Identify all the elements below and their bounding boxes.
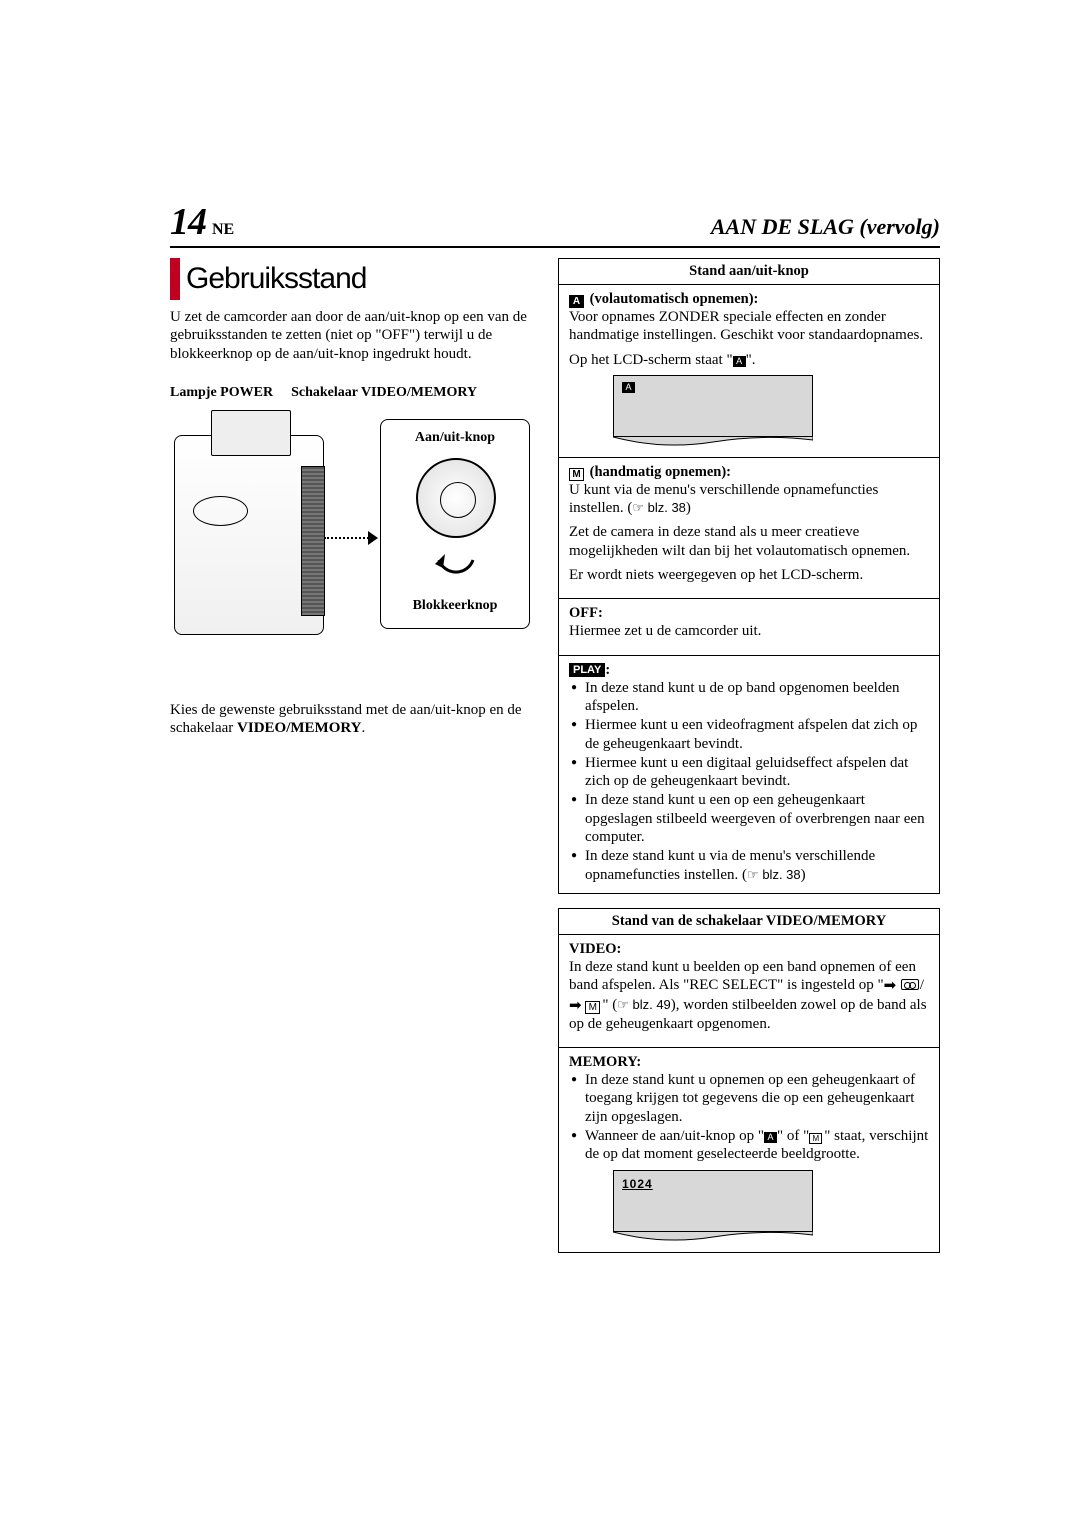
manual-p1: U kunt via de menu's verschillende opnam… <box>569 481 929 518</box>
manual-p3: Er wordt niets weergegeven op het LCD-sc… <box>569 566 929 584</box>
auto-lcd-text: Op het LCD-scherm staat "A". <box>569 351 929 369</box>
a-icon: A <box>764 1132 777 1143</box>
lcd-value: 1024 <box>622 1177 653 1191</box>
video-label: VIDEO: <box>569 941 929 958</box>
list-item: Hiermee kunt u een videofragment afspele… <box>571 716 929 753</box>
left-column: Gebruiksstand U zet de camcorder aan doo… <box>170 258 530 1253</box>
play-label: PLAY: <box>569 662 929 679</box>
onoff-label: Aan/uit-knop <box>381 430 529 446</box>
m-icon: M <box>585 1001 600 1014</box>
play-icon: PLAY <box>569 663 605 677</box>
lcd-indicator: A <box>622 382 635 393</box>
chapter-title: AAN DE SLAG (vervolg) <box>711 214 940 240</box>
list-item: In deze stand kunt u een op een geheugen… <box>571 791 929 846</box>
manual-section: M (handmatig opnemen): U kunt via de men… <box>559 457 939 598</box>
intro-paragraph: U zet de camcorder aan door de aan/uit-k… <box>170 308 530 363</box>
diagram-top-labels: Lampje POWER Schakelaar VIDEO/MEMORY <box>170 385 530 401</box>
video-memory-box: Stand van de schakelaar VIDEO/MEMORY VID… <box>558 908 940 1253</box>
lcd-preview: 1024 <box>613 1170 813 1242</box>
callout-line <box>324 537 372 539</box>
page-ref: blz. 49 <box>617 997 671 1012</box>
m-icon: M <box>569 468 584 481</box>
auto-section: A (volautomatisch opnemen): Voor opnames… <box>559 285 939 457</box>
torn-edge-icon <box>613 436 813 450</box>
page-ref: blz. 38 <box>632 500 686 515</box>
camera-diagram: Aan/uit-knop Blokkeerknop <box>170 407 530 647</box>
arrow-right-icon: ➡ <box>569 997 582 1015</box>
left-footer-paragraph: Kies de gewenste gebruiksstand met de aa… <box>170 701 530 738</box>
off-section: OFF: Hiermee zet u de camcorder uit. <box>559 598 939 654</box>
lcd-preview: A <box>613 375 813 447</box>
a-icon: A <box>569 295 584 308</box>
off-label: OFF: <box>569 605 929 622</box>
video-text: In deze stand kunt u beelden op een band… <box>569 958 929 1033</box>
dial-center-icon <box>440 482 476 518</box>
lock-label: Blokkeerknop <box>381 598 529 614</box>
lcd-screen-icon: A <box>613 375 813 437</box>
play-section: PLAY: In deze stand kunt u de op band op… <box>559 655 939 893</box>
camera-grip-icon <box>301 466 325 616</box>
lcd-screen-icon: 1024 <box>613 1170 813 1232</box>
callout-arrow-icon <box>368 531 378 545</box>
m-icon: M <box>809 1133 822 1144</box>
tape-icon <box>901 979 919 990</box>
page-lang: NE <box>212 221 234 239</box>
list-item: Wanneer de aan/uit-knop op "A" of "M" st… <box>571 1127 929 1164</box>
switch-label: Schakelaar VIDEO/MEMORY <box>291 385 477 401</box>
accent-bar <box>170 258 180 300</box>
torn-edge-icon <box>613 1231 813 1245</box>
off-text: Hiermee zet u de camcorder uit. <box>569 622 929 640</box>
page-number: 14 <box>170 200 206 244</box>
section-heading: Gebruiksstand <box>170 258 530 300</box>
camera-lens-icon <box>193 496 248 526</box>
manual-p2: Zet de camera in deze stand als u meer c… <box>569 523 929 560</box>
page-header: 14 NE AAN DE SLAG (vervolg) <box>170 200 940 248</box>
page-ref: blz. 38 <box>747 867 801 882</box>
box1-title: Stand aan/uit-knop <box>559 259 939 285</box>
dial-icon <box>416 458 496 538</box>
rotate-arrow-icon <box>429 540 483 580</box>
power-switch-box: Stand aan/uit-knop A (volautomatisch opn… <box>558 258 940 894</box>
auto-label: A (volautomatisch opnemen): <box>569 291 929 308</box>
power-lamp-label: Lampje POWER <box>170 385 273 401</box>
list-item: In deze stand kunt u de op band opgenome… <box>571 679 929 716</box>
camera-screen-icon <box>211 410 291 456</box>
list-item: In deze stand kunt u opnemen op een gehe… <box>571 1071 929 1126</box>
camera-body-icon <box>174 435 324 635</box>
list-item: Hiermee kunt u een digitaal geluidseffec… <box>571 754 929 791</box>
memory-label: MEMORY: <box>569 1054 929 1071</box>
dial-callout: Aan/uit-knop Blokkeerknop <box>380 419 530 629</box>
a-icon: A <box>622 382 635 393</box>
section-title: Gebruiksstand <box>186 258 366 300</box>
manual-label: M (handmatig opnemen): <box>569 464 929 481</box>
list-item: In deze stand kunt u via de menu's versc… <box>571 847 929 884</box>
box2-title: Stand van de schakelaar VIDEO/MEMORY <box>559 909 939 935</box>
right-column: Stand aan/uit-knop A (volautomatisch opn… <box>558 258 940 1253</box>
manual-page: 14 NE AAN DE SLAG (vervolg) Gebruiksstan… <box>170 200 940 1253</box>
auto-text: Voor opnames ZONDER speciale effecten en… <box>569 308 929 345</box>
play-list: In deze stand kunt u de op band opgenome… <box>569 679 929 884</box>
arrow-right-icon: ➡ <box>884 977 897 995</box>
video-section: VIDEO: In deze stand kunt u beelden op e… <box>559 935 939 1047</box>
a-icon: A <box>733 356 746 367</box>
memory-list: In deze stand kunt u opnemen op een gehe… <box>569 1071 929 1163</box>
memory-section: MEMORY: In deze stand kunt u opnemen op … <box>559 1047 939 1251</box>
